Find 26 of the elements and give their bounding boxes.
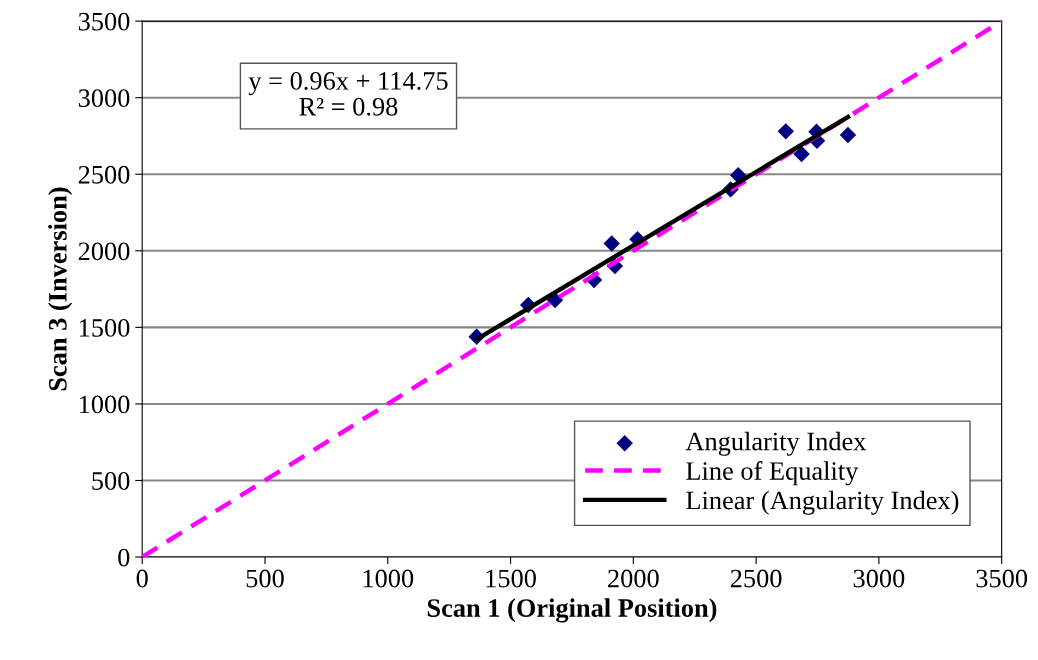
y-tick-label: 0 [118, 548, 130, 567]
y-tick-label: 3000 [78, 89, 130, 108]
legend-label: Line of Equality [686, 461, 859, 486]
legend-label: Angularity Index [685, 431, 867, 456]
point [603, 235, 620, 252]
point [777, 123, 795, 140]
y-tick-label: 1500 [79, 318, 130, 337]
legend-label: Linear (Angularity Index) [686, 490, 959, 515]
y-tick-label: 3500 [78, 12, 130, 31]
x-tick-label: 1500 [486, 569, 536, 588]
annotation: y = 0.96x + 114.75 R² = 0.98 [248, 71, 448, 116]
x-tick-label: 1000 [363, 569, 414, 588]
x-tick-label: 3500 [976, 569, 1028, 588]
x-tick-label: 500 [246, 569, 284, 588]
y-tick-label: 2000 [78, 242, 130, 261]
y-tick-label: 1000 [79, 395, 130, 414]
point [839, 126, 857, 144]
y-axis-title: Scan 3 (Inversion) [48, 187, 73, 391]
x-tick-label: 3000 [853, 569, 905, 588]
y-tick-label: 2500 [78, 165, 130, 184]
x-tick-label: 0 [136, 569, 148, 588]
point [793, 145, 810, 163]
x-tick-label: 2500 [730, 569, 782, 588]
y-tick-label: 500 [92, 472, 130, 490]
x-tick-label: 2000 [608, 569, 659, 588]
x-axis-title: Scan 1 (Original Position) [427, 598, 717, 623]
